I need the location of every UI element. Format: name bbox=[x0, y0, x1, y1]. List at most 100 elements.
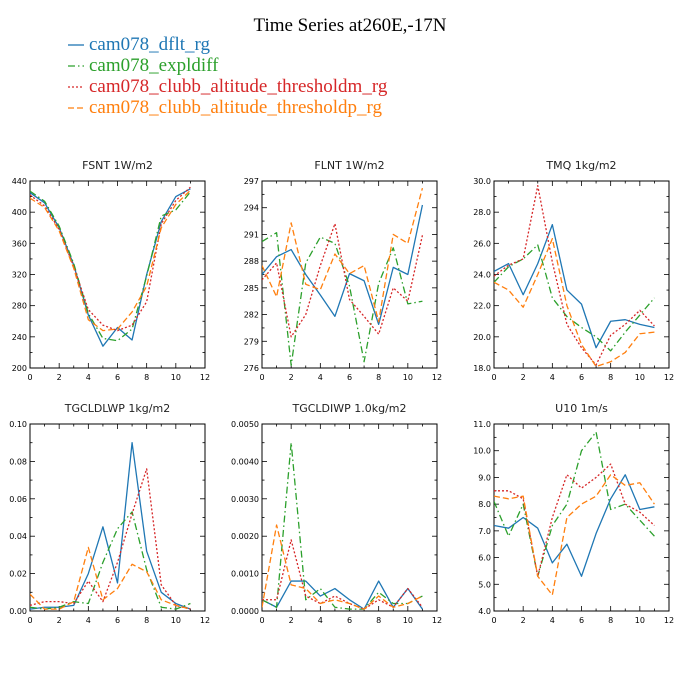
y-tick-label: 294 bbox=[244, 204, 259, 213]
series-line bbox=[494, 223, 655, 349]
y-tick-label: 288 bbox=[244, 257, 259, 266]
legend: cam078_dflt_rgcam078_expldiffcam078_club… bbox=[68, 34, 388, 118]
y-tick-label: 4.0 bbox=[478, 607, 491, 616]
series-line bbox=[494, 244, 655, 352]
y-tick-label: 200 bbox=[12, 364, 27, 373]
chart-title: FSNT 1W/m2 bbox=[82, 159, 153, 172]
x-tick-label: 10 bbox=[403, 373, 413, 382]
x-tick-label: 8 bbox=[376, 373, 381, 382]
x-tick-label: 6 bbox=[115, 373, 120, 382]
y-tick-label: 0.0020 bbox=[231, 532, 259, 541]
y-tick-label: 282 bbox=[244, 311, 259, 320]
x-tick-label: 10 bbox=[635, 616, 645, 625]
x-tick-label: 4 bbox=[550, 373, 555, 382]
chart-panel: TMQ 1kg/m2 0 2 4 6 8 10 12 18.0 20.0 22.0 24.0 26.0 2… bbox=[473, 159, 674, 382]
x-tick-label: 4 bbox=[318, 616, 323, 625]
x-tick-label: 10 bbox=[171, 373, 181, 382]
figure-title: Time Series at260E,-17N bbox=[254, 15, 447, 36]
x-tick-label: 6 bbox=[579, 373, 584, 382]
chart-title: TGCLDIWP 1.0kg/m2 bbox=[291, 402, 406, 415]
y-tick-label: 9.0 bbox=[478, 473, 491, 482]
chart-title: TMQ 1kg/m2 bbox=[545, 159, 616, 172]
y-tick-label: 26.0 bbox=[473, 239, 491, 248]
x-tick-label: 8 bbox=[608, 373, 613, 382]
x-tick-label: 6 bbox=[579, 616, 584, 625]
chart-panel: TGCLDLWP 1kg/m2 0 2 4 6 8 10 12 0.00 0.02 0.04 0.06… bbox=[9, 402, 210, 625]
series-line bbox=[262, 187, 424, 323]
x-tick-label: 2 bbox=[289, 616, 294, 625]
x-tick-label: 6 bbox=[115, 616, 120, 625]
x-tick-label: 0 bbox=[27, 616, 32, 625]
legend-item: cam078_clubb_altitude_thresholdp_rg bbox=[68, 97, 383, 118]
x-tick-label: 4 bbox=[86, 373, 91, 382]
x-tick-label: 12 bbox=[664, 373, 674, 382]
y-tick-label: 6.0 bbox=[478, 554, 491, 563]
series-line bbox=[262, 223, 424, 338]
chart-title: TGCLDLWP 1kg/m2 bbox=[64, 402, 170, 415]
y-tick-label: 285 bbox=[244, 284, 259, 293]
series-line bbox=[30, 468, 191, 610]
series-line bbox=[30, 190, 191, 342]
y-tick-label: 0.0000 bbox=[231, 607, 259, 616]
y-tick-label: 8.0 bbox=[478, 500, 491, 509]
x-tick-label: 10 bbox=[403, 616, 413, 625]
x-tick-label: 2 bbox=[289, 373, 294, 382]
x-tick-label: 12 bbox=[432, 616, 442, 625]
y-tick-label: 240 bbox=[12, 333, 27, 342]
chart-title: FLNT 1W/m2 bbox=[314, 159, 384, 172]
legend-label: cam078_dflt_rg bbox=[89, 34, 211, 55]
y-tick-label: 0.08 bbox=[9, 457, 27, 466]
legend-label: cam078_clubb_altitude_thresholdp_rg bbox=[89, 97, 383, 118]
y-tick-label: 297 bbox=[244, 177, 259, 186]
y-tick-label: 0.0040 bbox=[231, 457, 259, 466]
series-line bbox=[30, 546, 191, 610]
x-tick-label: 10 bbox=[171, 616, 181, 625]
x-tick-label: 10 bbox=[635, 373, 645, 382]
series-line bbox=[30, 188, 191, 347]
y-tick-label: 20.0 bbox=[473, 333, 491, 342]
x-tick-label: 8 bbox=[144, 616, 149, 625]
y-tick-label: 279 bbox=[244, 337, 259, 346]
x-tick-label: 8 bbox=[144, 373, 149, 382]
series-line bbox=[494, 474, 655, 577]
chart-grid: FSNT 1W/m20 2 4 6 8 10 12200240280320360400440… bbox=[9, 159, 674, 625]
x-tick-label: 12 bbox=[664, 616, 674, 625]
y-tick-label: 280 bbox=[12, 302, 27, 311]
x-tick-label: 4 bbox=[318, 373, 323, 382]
x-tick-label: 12 bbox=[432, 373, 442, 382]
series-line bbox=[262, 204, 424, 326]
y-tick-label: 28.0 bbox=[473, 208, 491, 217]
y-tick-label: 0.10 bbox=[9, 420, 27, 429]
series-line bbox=[494, 238, 655, 368]
y-tick-label: 0.06 bbox=[9, 495, 27, 504]
y-tick-label: 0.0050 bbox=[231, 420, 259, 429]
x-tick-label: 12 bbox=[200, 616, 210, 625]
chart-panel: U10 1m/s 0 2 4 6 8 10 12 4.0 5.0 6.0 7.0 8.0 9.0 10.0 1… bbox=[473, 402, 674, 625]
y-tick-label: 400 bbox=[12, 208, 27, 217]
y-tick-label: 7.0 bbox=[478, 527, 491, 536]
y-tick-label: 0.04 bbox=[9, 532, 27, 541]
series-line bbox=[494, 185, 655, 366]
series-line bbox=[262, 539, 423, 610]
y-tick-label: 276 bbox=[244, 364, 259, 373]
series-line bbox=[494, 431, 655, 577]
y-tick-label: 0.0010 bbox=[231, 570, 259, 579]
y-tick-label: 10.0 bbox=[473, 447, 491, 456]
y-tick-label: 360 bbox=[12, 239, 27, 248]
series-line bbox=[30, 186, 191, 332]
y-tick-label: 30.0 bbox=[473, 177, 491, 186]
y-tick-label: 291 bbox=[244, 230, 259, 239]
x-tick-label: 0 bbox=[259, 373, 264, 382]
x-tick-label: 2 bbox=[521, 616, 526, 625]
x-tick-label: 12 bbox=[200, 373, 210, 382]
legend-label: cam078_expldiff bbox=[89, 55, 219, 76]
y-tick-label: 0.00 bbox=[9, 607, 27, 616]
y-tick-label: 440 bbox=[12, 177, 27, 186]
legend-item: cam078_expldiff bbox=[68, 55, 219, 76]
y-tick-label: 24.0 bbox=[473, 271, 491, 280]
legend-item: cam078_clubb_altitude_thresholdm_rg bbox=[68, 76, 388, 97]
x-tick-label: 0 bbox=[27, 373, 32, 382]
x-tick-label: 0 bbox=[491, 373, 496, 382]
legend-item: cam078_dflt_rg bbox=[68, 34, 211, 55]
series-line bbox=[30, 442, 191, 610]
